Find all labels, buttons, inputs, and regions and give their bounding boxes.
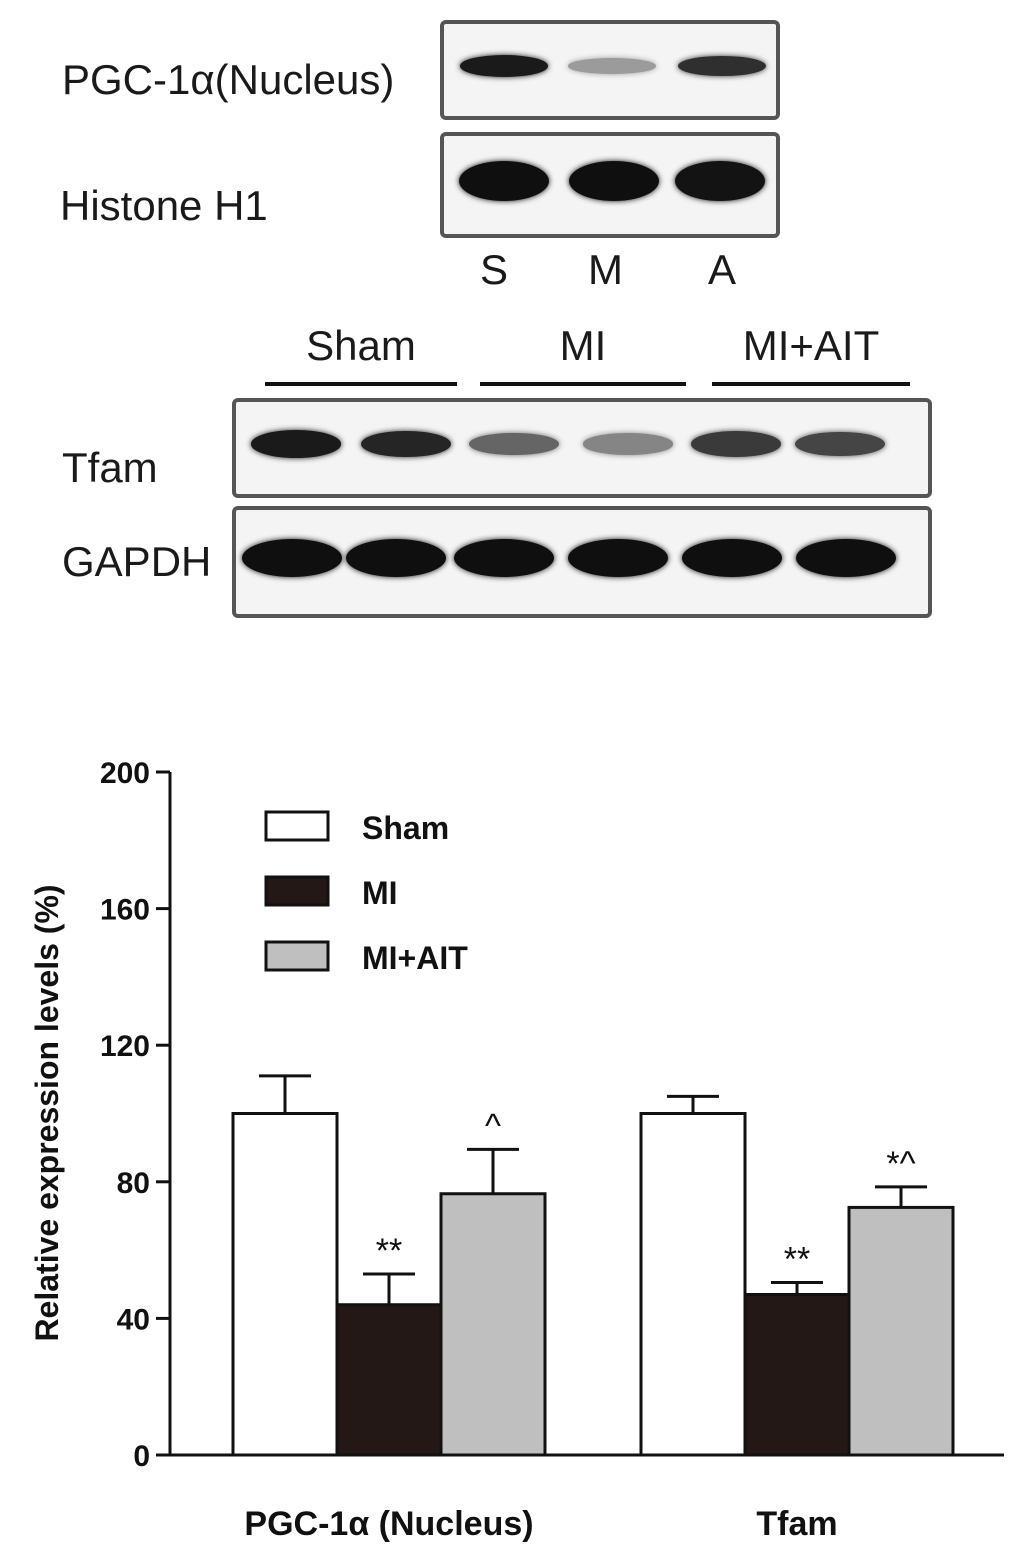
blot-band: [796, 539, 896, 577]
legend-swatch: [264, 940, 330, 972]
blot-band: [469, 432, 559, 456]
legend-label: MI+AIT: [362, 940, 468, 976]
group-label-sham: Sham: [306, 322, 416, 369]
legend-label: Sham: [362, 810, 449, 846]
bar-mi: [335, 1303, 443, 1457]
legend-label: MI: [362, 875, 398, 911]
y-tick-label: 120: [100, 1030, 150, 1063]
significance-marker: **: [376, 1232, 402, 1270]
blot-row-histone-h1: [440, 132, 780, 238]
group-label-mi-ait: MI+AIT: [742, 322, 880, 369]
y-tick-label: 80: [117, 1167, 150, 1200]
blot-band: [583, 433, 673, 455]
bar-mi-ait: [439, 1192, 547, 1457]
y-axis-label: Relative expression levels (%): [29, 884, 65, 1341]
blot-row-label-histone-h1: Histone H1: [60, 182, 268, 229]
legend-swatch: [264, 810, 330, 842]
blot-band: [346, 539, 446, 577]
blot-band: [460, 55, 548, 77]
bar-mi: [743, 1292, 851, 1457]
blot-row-label-tfam: Tfam: [62, 444, 158, 491]
bar-sham: [639, 1112, 747, 1457]
blot-band: [795, 431, 885, 457]
blot-band: [459, 161, 549, 201]
significance-marker: **: [784, 1241, 810, 1279]
y-tick-label: 160: [100, 894, 150, 927]
group-line-mi: [480, 382, 686, 386]
blot-band: [569, 161, 659, 201]
blot-row-label-gapdh: GAPDH: [62, 538, 212, 585]
bar-mi-ait: [847, 1205, 955, 1457]
blot-band: [242, 539, 342, 577]
group-line-sham: [265, 382, 457, 386]
blot-row-pgc1a: [440, 20, 780, 120]
group-line-mi-ait: [712, 382, 910, 386]
legend-swatch: [264, 875, 330, 907]
blot-band: [568, 58, 656, 74]
lane-label-s: S: [480, 246, 509, 293]
bar-sham: [231, 1112, 339, 1457]
blot-band: [568, 539, 668, 577]
chart-bars: ** ^ ** *^: [231, 1074, 955, 1457]
blot-row-gapdh: [232, 506, 932, 618]
y-tick-label: 200: [100, 757, 150, 790]
significance-marker: *^: [886, 1145, 915, 1183]
chart-legend: Sham MI MI+AIT: [264, 810, 468, 976]
lane-label-a: A: [708, 246, 737, 293]
y-tick-label: 40: [117, 1303, 150, 1336]
significance-marker: ^: [485, 1107, 501, 1145]
category-labels: PGC-1α (Nucleus) Tfam: [244, 1505, 837, 1543]
lane-label-m: M: [588, 246, 623, 293]
blot-band: [678, 55, 766, 77]
blot-band: [454, 539, 554, 577]
blot-band: [691, 431, 781, 457]
blot-row-tfam: [232, 398, 932, 498]
blot-row-label-pgc1a: PGC-1α(Nucleus): [62, 56, 395, 103]
blot-band: [682, 539, 782, 577]
y-tick-label: 0: [133, 1440, 150, 1473]
blot-band: [361, 430, 451, 458]
blot-band: [251, 430, 341, 458]
blot-band: [675, 161, 765, 201]
bar-chart: Relative expression levels (%) 0 40 80 120 1…: [29, 757, 1004, 1543]
category-label: Tfam: [756, 1505, 837, 1543]
group-label-mi: MI: [559, 322, 607, 369]
category-label: PGC-1α (Nucleus): [244, 1505, 533, 1543]
